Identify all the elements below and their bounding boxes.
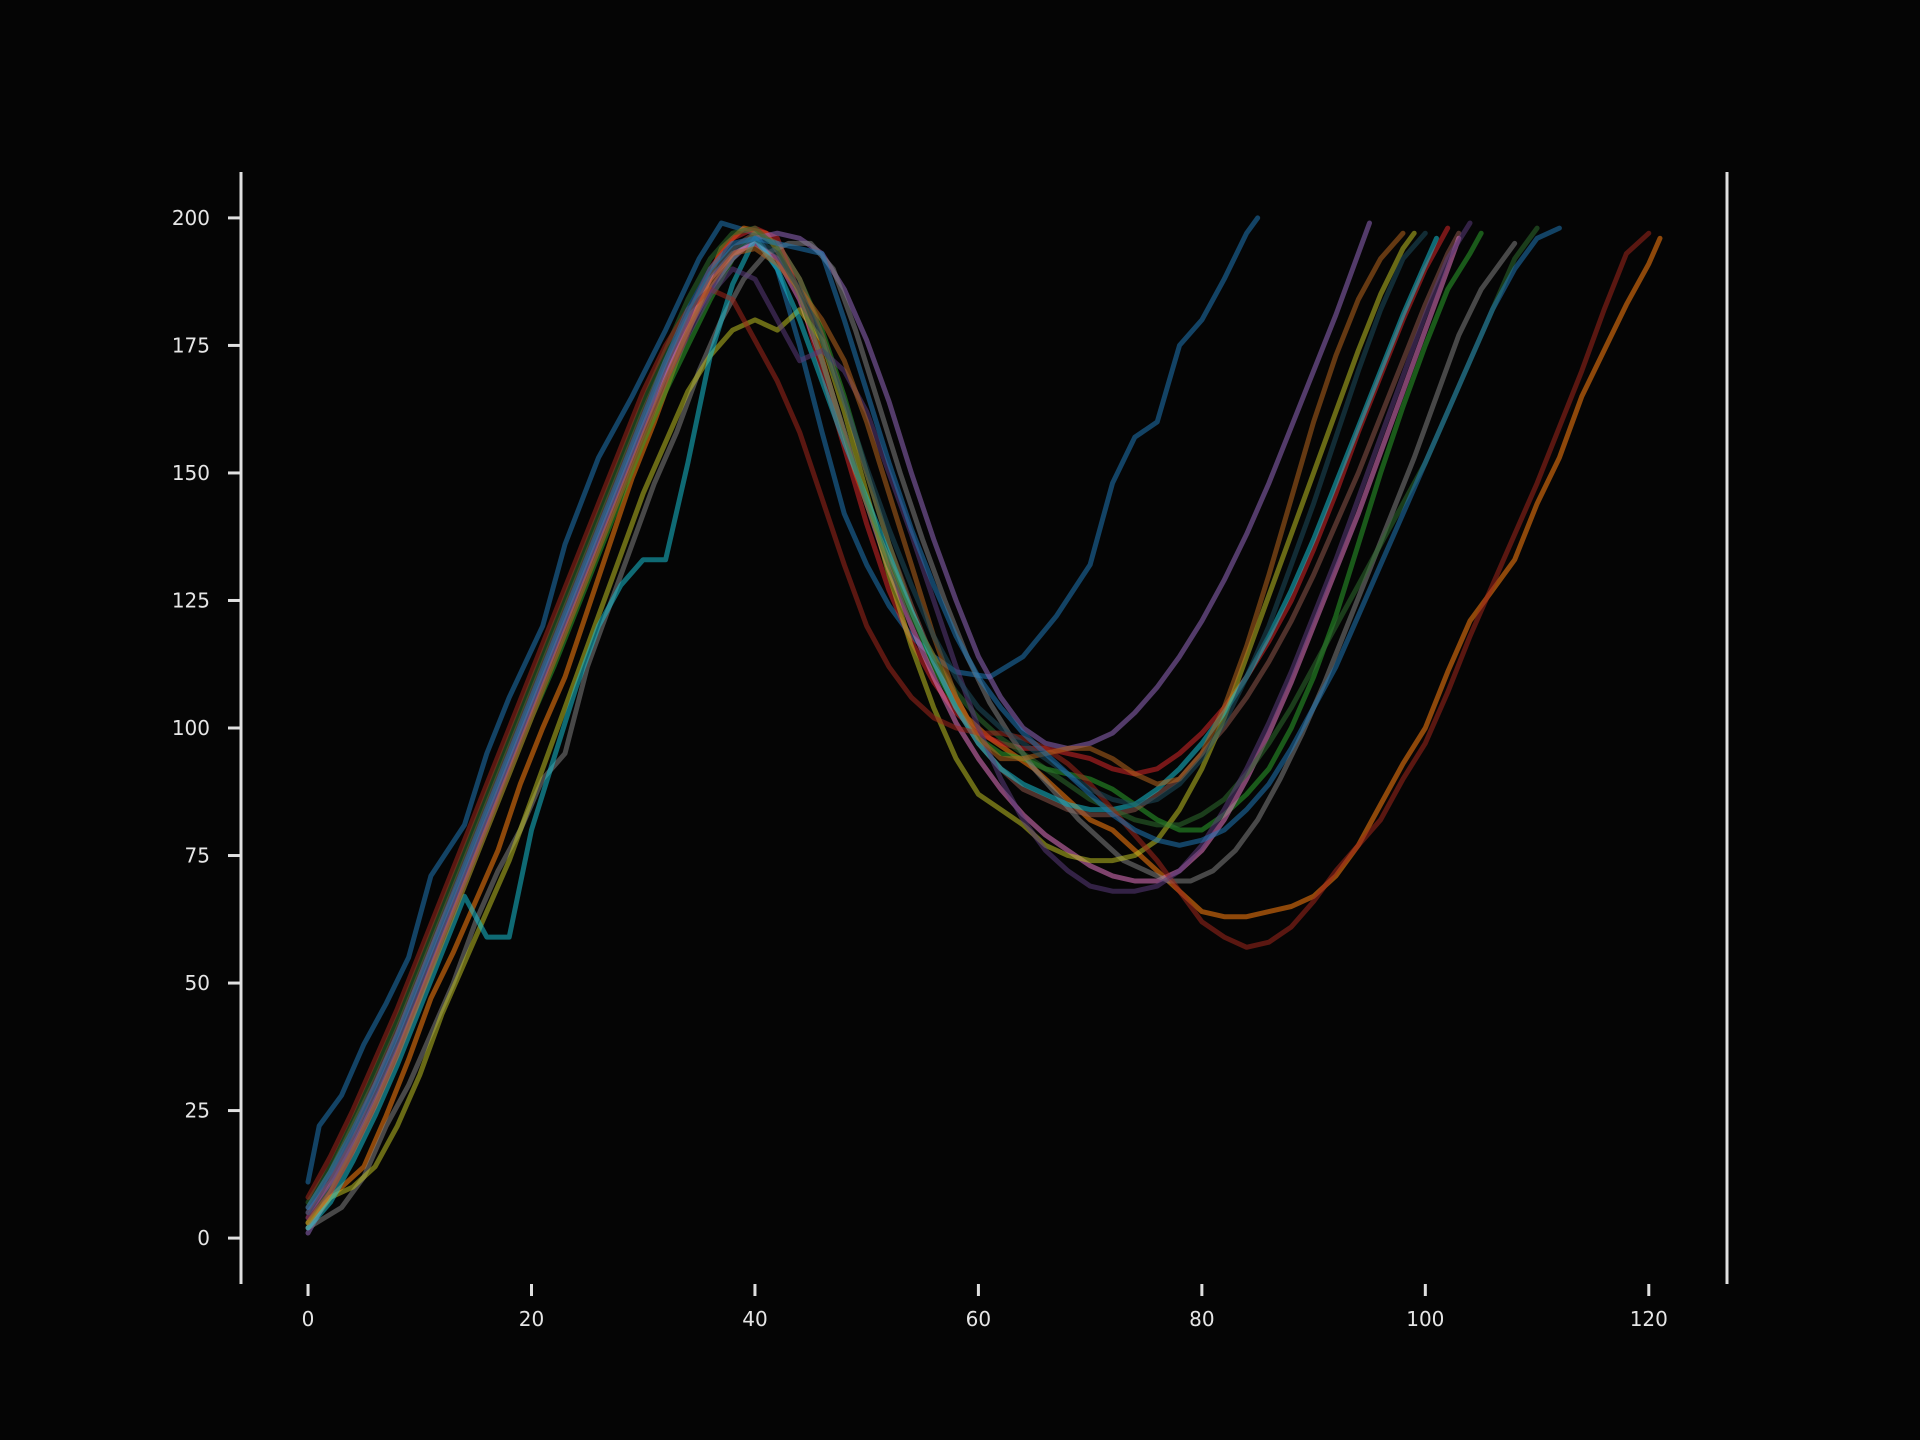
y-tick-label: 175 [172,333,210,357]
x-tick-label: 100 [1406,1307,1444,1331]
y-tick-label: 50 [185,971,210,995]
x-tick-label: 120 [1630,1307,1668,1331]
y-axis: 0 25 50 75 100 125 150 175 200 [172,206,241,1250]
x-tick-label: 60 [966,1307,991,1331]
y-tick-label: 25 [185,1099,210,1123]
series-line-16 [305,225,1562,1210]
x-tick-label: 20 [519,1307,544,1331]
series-line-14 [305,230,1406,1226]
series-layer [305,215,1663,1236]
y-tick-label: 125 [172,588,210,612]
x-tick-label: 0 [302,1307,315,1331]
y-tick-label: 200 [172,206,210,230]
series-line-11 [305,225,1540,1205]
x-axis: 0 20 40 60 80 100 120 [302,1284,1668,1331]
y-tick-label: 100 [172,716,210,740]
y-tick-label: 75 [185,844,210,868]
y-tick-label: 150 [172,461,210,485]
series-line-1 [305,215,1261,1185]
x-tick-label: 40 [742,1307,767,1331]
x-tick-label: 80 [1189,1307,1214,1331]
y-tick-label: 0 [197,1226,210,1250]
